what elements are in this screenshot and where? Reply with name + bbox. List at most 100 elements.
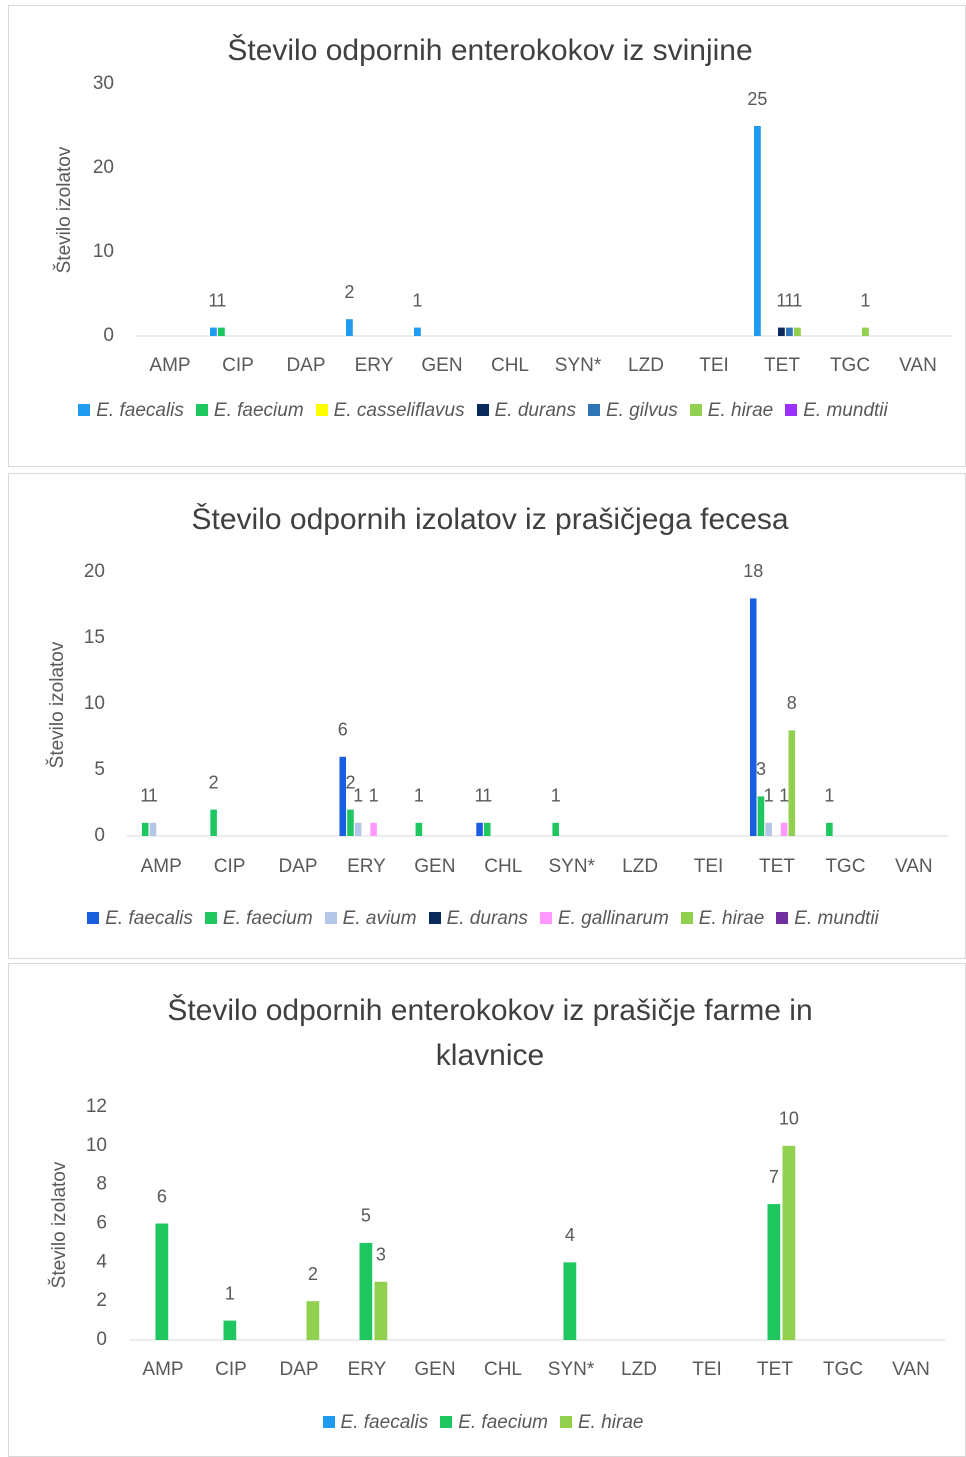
y-tick-label: 20 xyxy=(93,157,114,178)
bar xyxy=(563,1262,577,1340)
legend-item: E. faecalis xyxy=(322,1412,429,1434)
bar xyxy=(210,809,217,836)
legend-item: E. faecium xyxy=(204,908,313,930)
x-tick-label: ERY xyxy=(347,856,386,877)
x-tick-label: TGC xyxy=(823,1359,863,1380)
legend-label: E. faecalis xyxy=(340,1412,429,1433)
data-label: 1 xyxy=(824,786,834,806)
legend-swatch xyxy=(476,404,489,416)
bar xyxy=(552,822,559,836)
y-tick-label: 2 xyxy=(96,1290,107,1311)
y-tick-label: 10 xyxy=(84,693,105,714)
y-tick-label: 12 xyxy=(86,1096,107,1117)
bar xyxy=(306,1301,320,1340)
data-label: 1 xyxy=(475,786,485,806)
y-tick-label: 10 xyxy=(93,241,114,262)
x-tick-label: TET xyxy=(759,856,795,877)
x-tick-label: TEI xyxy=(692,1359,722,1380)
legend-label: E. faecalis xyxy=(96,400,184,421)
data-label: 1 xyxy=(216,290,226,310)
bar xyxy=(414,327,421,336)
legend-swatch xyxy=(87,912,100,924)
y-axis-title: Število izolatov xyxy=(48,1161,70,1288)
y-axis-title: Število izolatov xyxy=(46,641,68,768)
legend-swatch xyxy=(440,1416,453,1428)
x-tick-label: ERY xyxy=(355,355,394,376)
x-tick-label: AMP xyxy=(142,1359,183,1380)
data-label: 1 xyxy=(148,786,158,806)
x-tick-label: SYN* xyxy=(548,1359,595,1380)
legend-swatch xyxy=(195,404,208,416)
data-label: 1 xyxy=(225,1283,235,1303)
bar xyxy=(339,756,347,836)
x-tick-label: TET xyxy=(764,355,800,376)
legend-label: E. durans xyxy=(494,400,576,421)
x-tick-label: CHL xyxy=(484,1359,522,1380)
bar xyxy=(780,822,788,836)
x-tick-label: VAN xyxy=(892,1359,930,1380)
bar xyxy=(754,126,761,336)
legend-item: E. mundtii xyxy=(785,400,888,422)
legend-label: E. hirae xyxy=(698,908,765,929)
data-label: 1 xyxy=(369,786,379,806)
y-tick-label: 6 xyxy=(96,1213,107,1234)
bar xyxy=(767,1204,781,1340)
legend-item: E. durans xyxy=(476,400,576,422)
bar xyxy=(765,822,772,836)
bar xyxy=(223,1320,237,1340)
x-tick-label: TEI xyxy=(694,856,724,877)
bar xyxy=(794,327,801,336)
bar xyxy=(370,822,377,836)
bar xyxy=(484,822,491,836)
x-tick-label: CIP xyxy=(214,856,246,877)
y-tick-label: 10 xyxy=(86,1135,107,1156)
legend-label: E. casseliflavus xyxy=(333,400,465,421)
x-tick-label: LZD xyxy=(621,1359,657,1380)
bar xyxy=(141,822,149,836)
data-label: 1 xyxy=(776,290,786,310)
legend-swatch xyxy=(785,404,798,416)
data-label: 2 xyxy=(344,282,354,302)
legend-label: E. avium xyxy=(342,908,417,929)
legend-item: E. faecium xyxy=(440,1412,548,1434)
bar xyxy=(149,822,157,836)
legend-label: E. mundtii xyxy=(803,400,888,421)
chart-title: Število odpornih enterokokov iz prašičje… xyxy=(167,994,813,1072)
data-label: 1 xyxy=(208,290,218,310)
bar xyxy=(749,598,757,836)
data-label: 6 xyxy=(338,720,348,740)
x-tick-label: TEI xyxy=(699,355,729,376)
legend-label: E. faecium xyxy=(222,908,313,929)
data-label: 25 xyxy=(747,89,767,109)
legend-swatch xyxy=(78,404,91,416)
x-tick-label: ERY xyxy=(348,1359,387,1380)
x-tick-label: CIP xyxy=(215,1359,247,1380)
y-tick-label: 0 xyxy=(103,325,114,346)
legend-item: E. avium xyxy=(324,908,417,930)
data-label: 1 xyxy=(414,786,424,806)
bar xyxy=(210,327,217,336)
bar xyxy=(347,809,354,836)
data-label: 1 xyxy=(764,786,774,806)
x-tick-label: CHL xyxy=(484,856,522,877)
x-tick-label: GEN xyxy=(414,856,455,877)
legend: E. faecalis E. faecium E. hirae xyxy=(10,1412,956,1434)
x-tick-label: CHL xyxy=(491,355,529,376)
bar xyxy=(374,1281,388,1340)
legend-swatch xyxy=(559,1416,572,1428)
legend-item: E. hirae xyxy=(689,400,773,422)
legend-swatch xyxy=(539,912,552,924)
data-label: 1 xyxy=(353,786,363,806)
legend: E. faecalis E. faecium E. casseliflavus E. … xyxy=(10,400,956,422)
legend-label: E. hirae xyxy=(577,1412,644,1433)
x-tick-label: TGC xyxy=(825,856,865,877)
x-tick-label: VAN xyxy=(895,856,933,877)
data-label: 1 xyxy=(784,290,794,310)
x-tick-label: GEN xyxy=(414,1359,455,1380)
x-tick-label: VAN xyxy=(899,355,937,376)
y-tick-label: 8 xyxy=(96,1174,107,1195)
legend-swatch xyxy=(680,912,693,924)
bar xyxy=(218,327,225,336)
legend-label: E. mundtii xyxy=(794,908,879,929)
